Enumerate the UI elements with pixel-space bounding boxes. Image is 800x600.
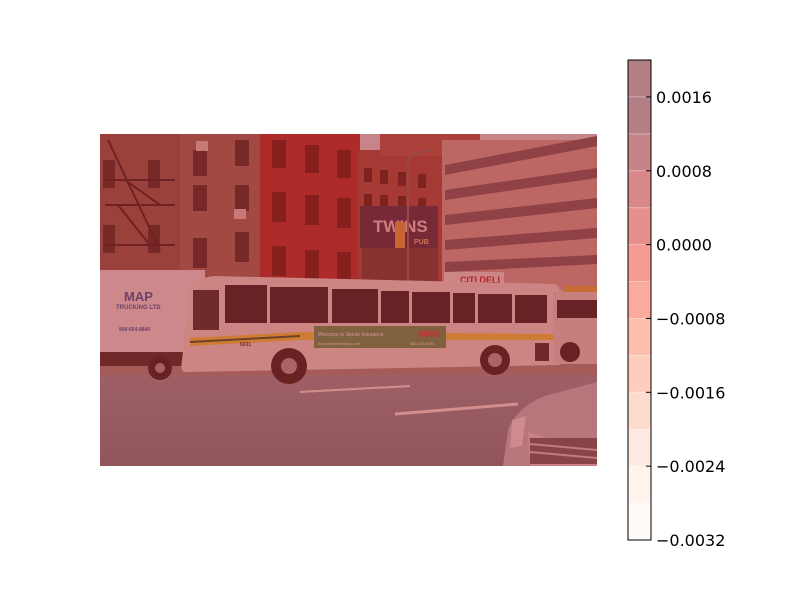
colorbar-band [628,170,651,208]
colorbar-tick-label: −0.0016 [656,383,725,402]
street-photo: TWINS PUB CITI DELI [100,134,597,466]
colorbar-bands [628,60,651,540]
colorbar-band [628,429,651,467]
colorbar-tick-label: −0.0032 [656,531,725,550]
colorbar-band [628,503,651,540]
colorbar-ticks: −0.0032 −0.0024 −0.0016 −0.0008 0.0000 0.0008… [646,88,725,550]
colorbar-band [628,207,651,245]
colorbar-frame [627,59,652,541]
colorbar-band [628,355,651,393]
colorbar-band [628,133,651,171]
colorbar-band [628,281,651,319]
colorbar-tick-label: −0.0008 [656,309,725,328]
colorbar-band [628,392,651,430]
colorbar: −0.0032 −0.0024 −0.0016 −0.0008 0.0000 0.0008… [627,59,725,550]
colorbar-band [628,96,651,134]
heatmap-overlay [100,134,597,466]
colorbar-tick-label: 0.0008 [656,162,712,181]
colorbar-band [628,318,651,356]
colorbar-tick-label: 0.0016 [656,88,712,107]
colorbar-band [628,244,651,282]
colorbar-band [628,60,651,97]
colorbar-band [628,466,651,504]
colorbar-tick-label: −0.0024 [656,457,725,476]
colorbar-tick-label: 0.0000 [656,236,712,255]
